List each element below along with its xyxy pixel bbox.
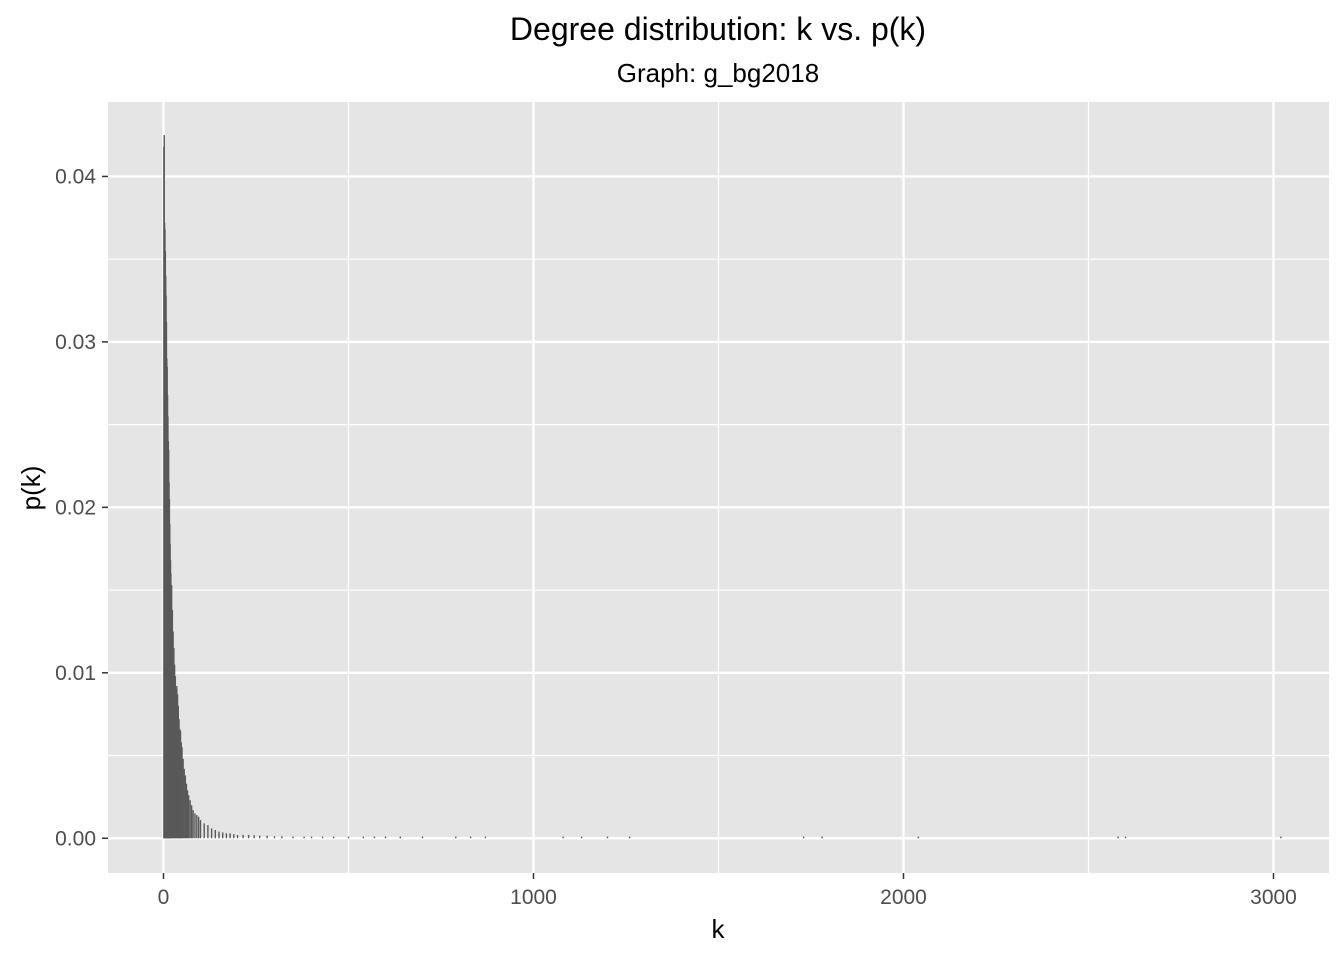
bar bbox=[580, 836, 583, 839]
bar bbox=[192, 810, 194, 839]
bar bbox=[292, 836, 294, 839]
bar bbox=[606, 836, 609, 839]
bar bbox=[247, 834, 250, 839]
bar bbox=[180, 742, 182, 839]
bar bbox=[189, 800, 191, 839]
bar bbox=[178, 719, 180, 839]
bar bbox=[236, 834, 239, 839]
bar bbox=[225, 833, 228, 839]
bar bbox=[174, 676, 177, 839]
y-axis-tick-labels: 0.00 0.01 0.02 0.03 0.04 bbox=[55, 165, 96, 850]
bar bbox=[455, 836, 457, 839]
bar bbox=[253, 835, 255, 839]
bar bbox=[802, 836, 805, 839]
x-tick-label: 0 bbox=[158, 886, 170, 909]
x-axis-tick-labels: 0 1000 2000 3000 bbox=[158, 886, 1297, 909]
bar bbox=[373, 836, 376, 839]
bar bbox=[196, 815, 198, 839]
bar bbox=[175, 689, 177, 839]
bar bbox=[273, 836, 276, 839]
bar bbox=[203, 823, 205, 839]
bar bbox=[281, 836, 283, 839]
bar bbox=[172, 631, 174, 839]
bar bbox=[177, 705, 179, 839]
bar bbox=[917, 836, 919, 839]
bar bbox=[562, 836, 564, 839]
bar bbox=[181, 747, 183, 839]
y-tick-label: 0.01 bbox=[55, 662, 96, 685]
y-tick-label: 0.00 bbox=[55, 827, 96, 850]
bar bbox=[194, 813, 196, 839]
x-tick-label: 2000 bbox=[880, 886, 927, 909]
y-tick-label: 0.03 bbox=[55, 331, 96, 354]
bar bbox=[242, 834, 244, 839]
bar bbox=[303, 836, 305, 839]
bar bbox=[187, 795, 190, 839]
bar bbox=[173, 664, 176, 839]
bar bbox=[362, 836, 364, 839]
bar bbox=[176, 686, 178, 839]
bar bbox=[210, 828, 213, 839]
bar bbox=[176, 694, 179, 839]
bar bbox=[173, 647, 175, 839]
bar bbox=[222, 832, 224, 839]
bar bbox=[384, 836, 387, 839]
bar bbox=[170, 585, 173, 839]
x-tick-label: 1000 bbox=[510, 886, 557, 909]
bar bbox=[484, 836, 487, 839]
bar bbox=[199, 820, 202, 839]
bar bbox=[321, 836, 324, 839]
bar bbox=[233, 834, 235, 839]
bar bbox=[1280, 836, 1282, 839]
bar bbox=[310, 836, 313, 839]
bar bbox=[469, 836, 472, 839]
bar bbox=[184, 775, 187, 839]
x-axis-title: k bbox=[712, 914, 726, 944]
bar bbox=[347, 836, 350, 839]
bar bbox=[170, 573, 172, 839]
bar bbox=[183, 768, 185, 839]
bar bbox=[259, 835, 261, 839]
minor-gridlines bbox=[108, 102, 1329, 873]
chart-subtitle: Graph: g_bg2018 bbox=[617, 58, 819, 88]
bar bbox=[179, 729, 181, 839]
bar bbox=[185, 783, 188, 839]
y-tick-label: 0.04 bbox=[55, 165, 96, 188]
x-tick-label: 3000 bbox=[1250, 886, 1297, 909]
y-axis-title: p(k) bbox=[16, 466, 46, 511]
y-tick-label: 0.02 bbox=[55, 496, 96, 519]
bar bbox=[214, 829, 216, 839]
bars-group bbox=[163, 135, 1282, 839]
bar bbox=[1117, 836, 1119, 839]
bar bbox=[821, 836, 823, 839]
bar bbox=[266, 835, 268, 839]
bar bbox=[333, 836, 335, 839]
chart-title: Degree distribution: k vs. p(k) bbox=[510, 11, 926, 47]
bar bbox=[182, 758, 184, 839]
bar bbox=[399, 836, 401, 839]
bar bbox=[197, 816, 200, 839]
bar bbox=[179, 730, 182, 839]
bar bbox=[186, 790, 189, 839]
bar bbox=[171, 609, 174, 839]
bar bbox=[207, 825, 209, 839]
bar bbox=[1124, 836, 1127, 839]
bar bbox=[218, 831, 220, 839]
bar bbox=[190, 805, 193, 839]
axis-ticks bbox=[102, 175, 1275, 879]
bar bbox=[229, 833, 231, 839]
bar bbox=[421, 836, 424, 839]
bar bbox=[629, 836, 631, 839]
